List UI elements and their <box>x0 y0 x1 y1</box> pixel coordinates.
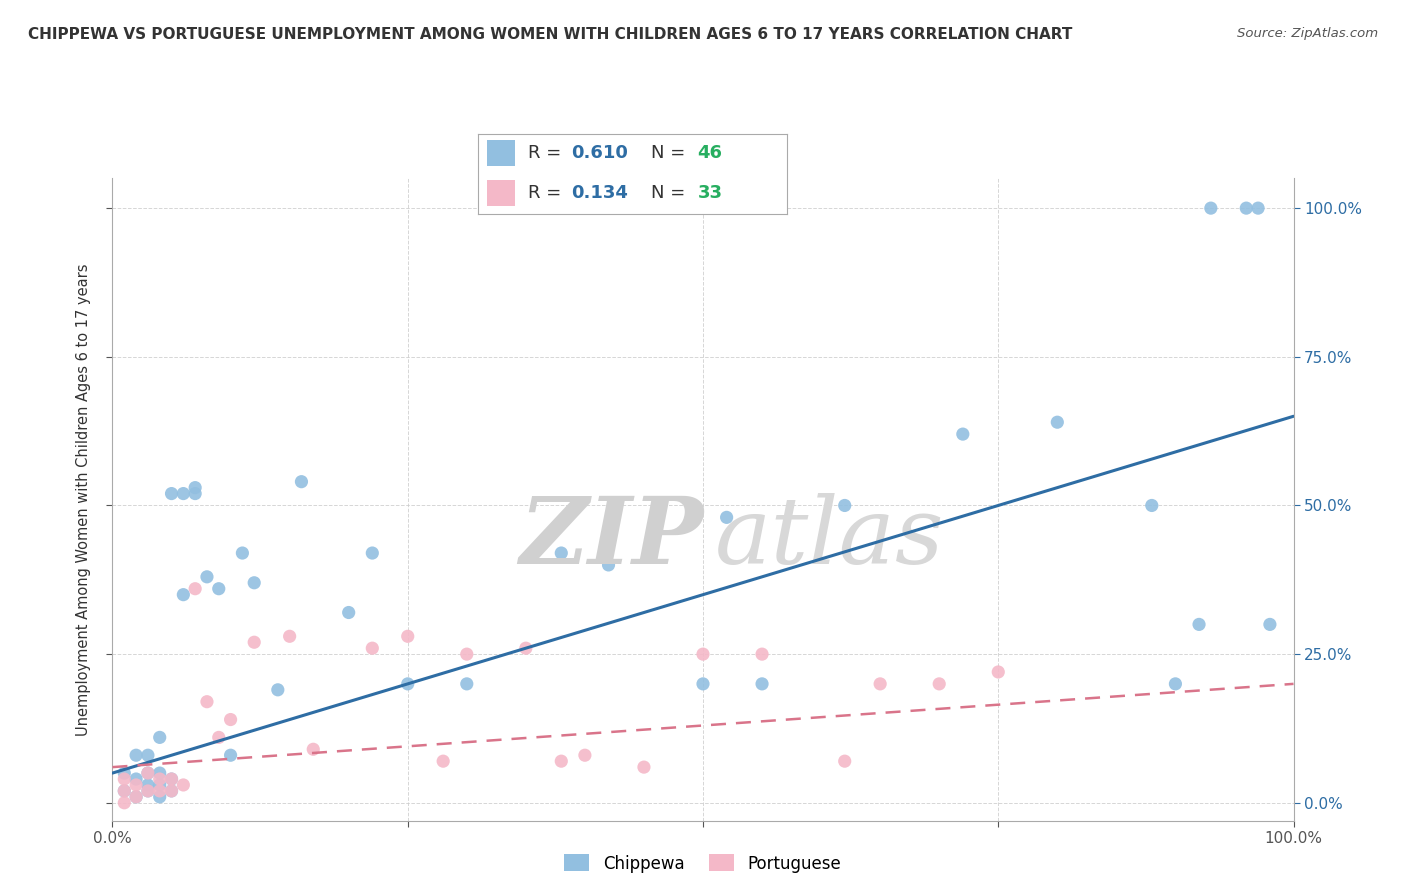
Point <box>456 647 478 661</box>
Text: CHIPPEWA VS PORTUGUESE UNEMPLOYMENT AMONG WOMEN WITH CHILDREN AGES 6 TO 17 YEARS: CHIPPEWA VS PORTUGUESE UNEMPLOYMENT AMON… <box>28 27 1073 42</box>
Point <box>834 499 856 513</box>
Point <box>160 772 183 786</box>
Point <box>112 796 135 810</box>
Point <box>195 695 218 709</box>
Point <box>633 760 655 774</box>
Point <box>160 772 183 786</box>
Y-axis label: Unemployment Among Women with Children Ages 6 to 17 years: Unemployment Among Women with Children A… <box>76 263 91 736</box>
Point <box>125 789 148 804</box>
Point <box>1199 201 1222 215</box>
Point <box>149 731 172 745</box>
Point <box>149 766 172 780</box>
Point <box>1234 201 1257 215</box>
Text: N =: N = <box>651 185 692 202</box>
Point <box>361 641 384 656</box>
Text: 0.610: 0.610 <box>571 145 627 162</box>
Point <box>550 546 572 560</box>
Point <box>598 558 620 572</box>
Point <box>231 546 253 560</box>
Point <box>834 754 856 768</box>
Point <box>1046 415 1069 429</box>
Point <box>160 486 183 500</box>
Point <box>184 582 207 596</box>
Point <box>243 635 266 649</box>
Text: ZIP: ZIP <box>519 493 703 583</box>
Point <box>432 754 454 768</box>
Point <box>456 677 478 691</box>
Point <box>160 784 183 798</box>
Point <box>751 647 773 661</box>
Point <box>208 582 231 596</box>
Point <box>125 789 148 804</box>
Point <box>550 754 572 768</box>
Point <box>267 682 290 697</box>
Point <box>302 742 325 756</box>
Point <box>125 772 148 786</box>
Point <box>574 748 596 763</box>
Text: 0.134: 0.134 <box>571 185 627 202</box>
Point <box>149 772 172 786</box>
Point <box>172 486 194 500</box>
Point <box>716 510 738 524</box>
Text: 33: 33 <box>697 185 723 202</box>
Point <box>1258 617 1281 632</box>
Point <box>136 784 159 798</box>
Point <box>1164 677 1187 691</box>
Point <box>952 427 974 442</box>
FancyBboxPatch shape <box>488 140 515 166</box>
Text: atlas: atlas <box>714 493 945 583</box>
Point <box>160 784 183 798</box>
Point <box>136 784 159 798</box>
Point <box>136 766 159 780</box>
Point <box>136 766 159 780</box>
Point <box>125 778 148 792</box>
Text: Source: ZipAtlas.com: Source: ZipAtlas.com <box>1237 27 1378 40</box>
Point <box>1140 499 1163 513</box>
Point <box>692 677 714 691</box>
Point <box>195 570 218 584</box>
Point <box>515 641 537 656</box>
Point <box>928 677 950 691</box>
Point <box>149 789 172 804</box>
Point <box>219 748 242 763</box>
Point <box>987 665 1010 679</box>
Point <box>219 713 242 727</box>
Point <box>125 748 148 763</box>
Point <box>337 606 360 620</box>
Point <box>136 748 159 763</box>
Point <box>149 784 172 798</box>
Point <box>112 772 135 786</box>
Text: R =: R = <box>527 145 567 162</box>
Point <box>184 486 207 500</box>
Legend: Chippewa, Portuguese: Chippewa, Portuguese <box>558 847 848 880</box>
Point <box>1188 617 1211 632</box>
Point <box>278 629 301 643</box>
Point <box>172 778 194 792</box>
Text: R =: R = <box>527 185 567 202</box>
Text: 46: 46 <box>697 145 723 162</box>
Point <box>184 481 207 495</box>
Point <box>361 546 384 560</box>
Point <box>208 731 231 745</box>
Point <box>136 778 159 792</box>
Point <box>112 766 135 780</box>
Point <box>1247 201 1270 215</box>
Point <box>751 677 773 691</box>
Point <box>396 629 419 643</box>
FancyBboxPatch shape <box>488 180 515 206</box>
Point <box>149 778 172 792</box>
Text: N =: N = <box>651 145 692 162</box>
Point <box>396 677 419 691</box>
Point <box>112 784 135 798</box>
Point <box>290 475 312 489</box>
Point <box>692 647 714 661</box>
Point <box>112 784 135 798</box>
Point <box>243 575 266 590</box>
Point <box>172 588 194 602</box>
Point <box>869 677 891 691</box>
